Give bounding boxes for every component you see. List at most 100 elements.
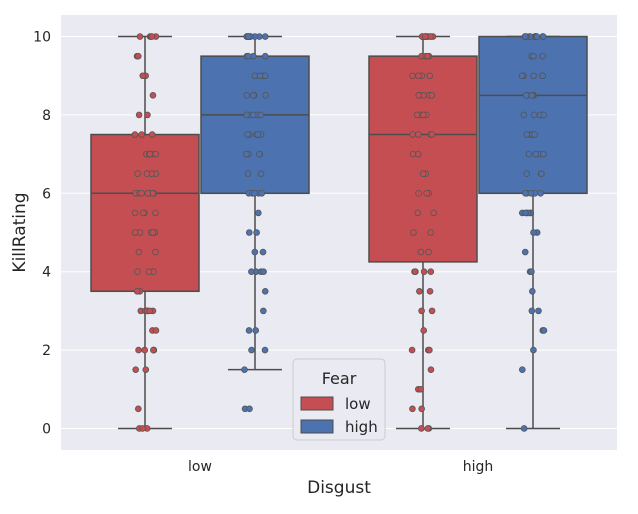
data-point-high-fear — [241, 366, 248, 373]
data-point-low-fear — [415, 131, 422, 138]
data-point-low-fear — [134, 268, 141, 275]
data-point-low-fear — [145, 268, 153, 275]
x-tick-label-low: low — [188, 459, 212, 475]
data-point-high-fear — [531, 131, 538, 138]
data-point-high-fear — [251, 190, 258, 197]
data-point-low-fear — [152, 248, 159, 256]
data-point-high-fear — [244, 170, 252, 178]
data-point-low-fear — [146, 307, 154, 315]
data-point-high-fear — [256, 72, 264, 80]
data-point-low-fear — [417, 385, 424, 393]
data-point-high-fear — [528, 307, 536, 315]
data-point-high-fear — [253, 229, 260, 236]
x-tick-label-high: high — [463, 459, 494, 475]
data-point-high-fear — [261, 33, 269, 40]
data-point-high-fear — [520, 111, 528, 119]
data-point-low-fear — [421, 33, 429, 40]
data-point-high-fear — [530, 52, 537, 60]
data-point-low-fear — [148, 33, 156, 40]
data-point-low-fear — [415, 72, 422, 80]
data-point-low-fear — [409, 72, 416, 80]
data-point-high-fear — [539, 33, 547, 40]
data-point-high-fear — [250, 92, 257, 99]
data-point-high-fear — [519, 366, 526, 373]
y-tick-label-2: 2 — [42, 343, 51, 359]
data-point-high-fear — [244, 131, 251, 138]
data-point-high-fear — [520, 425, 528, 432]
y-tick-label-6: 6 — [42, 186, 51, 202]
data-point-high-fear — [261, 52, 269, 60]
data-point-high-fear — [243, 92, 251, 99]
data-point-high-fear — [525, 150, 533, 158]
data-point-high-fear — [523, 170, 531, 178]
data-point-low-fear — [139, 72, 147, 80]
data-point-low-fear — [143, 170, 151, 178]
legend-swatch-low — [300, 396, 334, 411]
data-point-low-fear — [420, 111, 427, 119]
data-point-low-fear — [426, 72, 433, 80]
data-point-low-fear — [428, 131, 436, 138]
legend-title: Fear — [322, 369, 357, 388]
data-point-low-fear — [410, 229, 417, 236]
data-point-high-fear — [258, 190, 266, 197]
boxes — [90, 35, 588, 430]
data-point-low-fear — [418, 425, 425, 432]
data-point-high-fear — [537, 190, 544, 197]
data-point-low-fear — [424, 52, 431, 60]
data-point-high-fear — [540, 111, 548, 119]
data-point-low-fear — [426, 346, 433, 354]
data-point-low-fear — [135, 248, 143, 256]
data-point-high-fear — [260, 268, 267, 275]
data-point-low-fear — [149, 229, 157, 236]
data-point-high-fear — [528, 92, 536, 99]
data-point-low-fear — [142, 366, 150, 373]
data-point-low-fear — [138, 131, 145, 138]
data-point-high-fear — [540, 150, 547, 158]
data-point-low-fear — [144, 111, 151, 119]
data-point-low-fear — [418, 405, 425, 413]
data-point-high-fear — [243, 111, 251, 119]
data-point-high-fear — [530, 72, 537, 80]
data-point-high-fear — [257, 170, 265, 178]
data-point-low-fear — [427, 366, 435, 373]
x-tick-labels: low high — [188, 459, 493, 475]
strip-points — [131, 33, 548, 432]
data-point-high-fear — [530, 111, 538, 119]
data-point-high-fear — [252, 327, 260, 334]
data-point-low-fear — [131, 229, 139, 236]
data-point-high-fear — [527, 190, 535, 197]
legend: Fear low high — [292, 358, 386, 441]
data-point-low-fear — [416, 287, 423, 295]
data-point-high-fear — [532, 150, 540, 158]
box-body — [368, 55, 478, 263]
data-point-low-fear — [141, 346, 149, 354]
data-point-low-fear — [131, 131, 139, 138]
data-point-high-fear — [248, 268, 255, 275]
data-point-low-fear — [413, 111, 421, 119]
data-point-low-fear — [152, 209, 159, 217]
data-point-high-fear — [538, 170, 545, 178]
data-point-low-fear — [135, 405, 142, 413]
data-point-high-fear — [246, 405, 253, 413]
data-point-low-fear — [409, 131, 416, 138]
data-point-low-fear — [148, 131, 156, 138]
data-point-high-fear — [251, 248, 259, 256]
data-point-high-fear — [522, 190, 529, 197]
data-point-low-fear — [415, 190, 422, 197]
data-point-low-fear — [411, 268, 419, 275]
data-point-high-fear — [262, 92, 269, 99]
data-point-high-fear — [259, 248, 267, 256]
data-point-high-fear — [530, 229, 537, 236]
data-point-high-fear — [248, 346, 255, 354]
data-point-high-fear — [261, 287, 269, 295]
data-point-high-fear — [518, 72, 526, 80]
data-point-low-fear — [152, 327, 160, 334]
data-point-low-fear — [135, 346, 142, 354]
data-point-low-fear — [144, 190, 152, 197]
y-tick-labels: 0 2 4 6 8 10 — [33, 30, 51, 438]
data-point-low-fear — [420, 268, 428, 275]
data-point-low-fear — [132, 366, 139, 373]
data-point-low-fear — [424, 425, 432, 432]
data-point-low-fear — [135, 111, 143, 119]
